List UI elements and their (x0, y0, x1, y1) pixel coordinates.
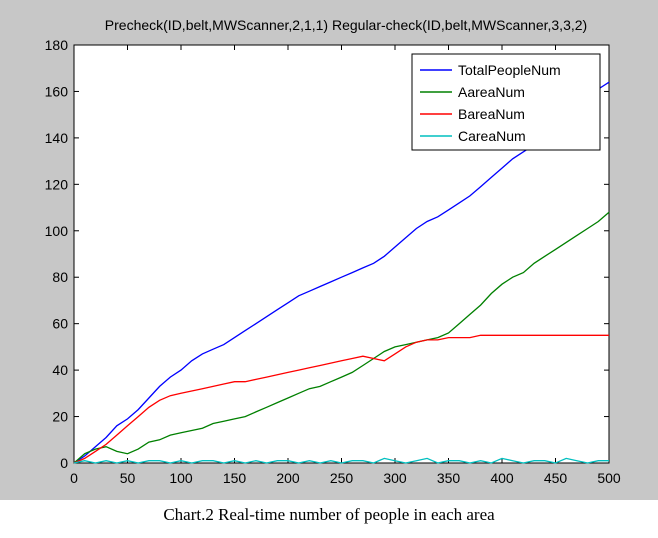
y-tick-label: 100 (45, 223, 69, 239)
y-tick-label: 20 (52, 409, 68, 425)
x-tick-label: 400 (490, 470, 514, 486)
legend-label: BareaNum (458, 106, 525, 122)
data-series (73, 81, 610, 464)
y-tick-label: 0 (60, 455, 68, 471)
line-chart: Precheck(ID,belt,MWScanner,2,1,1) Regula… (45, 17, 621, 486)
legend-label: TotalPeopleNum (458, 62, 561, 78)
legend: TotalPeopleNum AareaNum BareaNum CareaNum (411, 53, 601, 151)
series-line-totalpeoplenum (73, 81, 610, 464)
x-tick-label: 100 (169, 470, 193, 486)
x-tick-label: 450 (544, 470, 568, 486)
x-tick-label: 300 (383, 470, 407, 486)
series-line-bareanum (73, 334, 609, 464)
x-tick-label: 250 (330, 470, 354, 486)
legend-label: CareaNum (458, 128, 526, 144)
x-tick-label: 200 (276, 470, 300, 486)
y-tick-label: 180 (45, 37, 69, 53)
y-tick-label: 140 (45, 130, 69, 146)
series-line-careanum (73, 457, 609, 464)
y-tick-label: 80 (52, 269, 68, 285)
x-tick-label: 500 (597, 470, 621, 486)
y-tick-label: 60 (52, 316, 68, 332)
y-tick-label: 120 (45, 176, 69, 192)
legend-label: AareaNum (458, 84, 525, 100)
chart-figure: Precheck(ID,belt,MWScanner,2,1,1) Regula… (0, 0, 658, 500)
x-tick-label: 150 (223, 470, 247, 486)
y-tick-label: 40 (52, 362, 68, 378)
x-tick-label: 350 (437, 470, 461, 486)
x-tick-label: 50 (120, 470, 136, 486)
axis-ticks: 0 50 100 150 200 250 300 350 400 450 500 0 20 40 60 80 1… (45, 37, 621, 486)
y-tick-label: 160 (45, 83, 69, 99)
series-line-aareanum (73, 211, 610, 464)
chart-title: Precheck(ID,belt,MWScanner,2,1,1) Regula… (105, 17, 587, 33)
figure-caption: Chart.2 Real-time number of people in ea… (163, 505, 495, 524)
x-tick-label: 0 (70, 470, 78, 486)
